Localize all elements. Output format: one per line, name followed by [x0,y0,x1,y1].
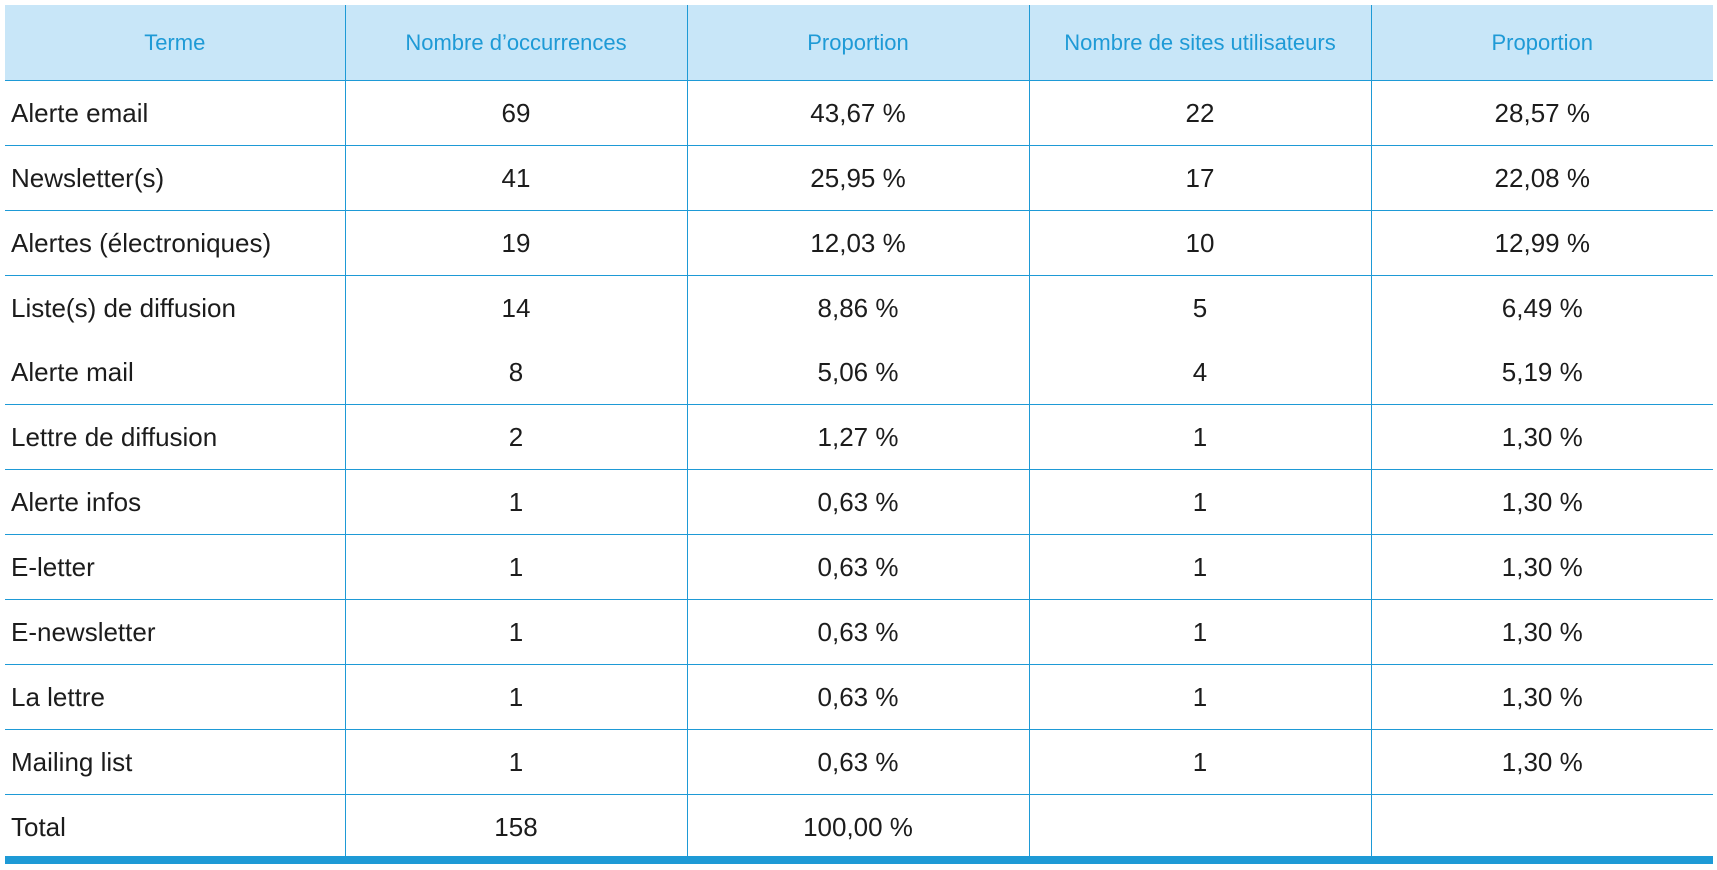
cell-term: Alerte infos [5,469,345,535]
cell-proportion-sites: 6,49 % [1370,275,1713,340]
cell-term: Newsletter(s) [5,145,345,211]
table-row: Liste(s) de diffusion 14 8,86 % 5 6,49 % [5,275,1713,340]
cell-term: Alerte email [11,97,149,128]
cell-proportion-sites: 5,19 % [1370,340,1713,405]
cell-sites-count: 1 [1028,729,1371,795]
cell-sites-count: 22 [1028,80,1371,146]
cell-term: La lettre [5,664,345,730]
table-bottom-rule [5,856,1713,864]
cell-proportion-sites: 1,30 % [1370,404,1713,470]
cell-proportion-occurrences: 0,63 % [686,469,1029,535]
cell-proportion-sites: 1,30 % [1370,664,1713,730]
cell-proportion-sites: 1,30 % [1370,534,1713,600]
cell-sites-count: 17 [1028,145,1371,211]
terms-table: Terme Nombre d’occurrences Proportion No… [5,5,1713,859]
header-occurrences: Nombre d’occurrences [344,5,687,81]
cell-proportion-sites: 1,30 % [1370,729,1713,795]
cell-occurrences: 1 [344,664,687,730]
cell-term: Lettre de diffusion [5,404,345,470]
cell-proportion-occurrences: 25,95 % [686,145,1029,211]
cell-occurrences: 1 [344,599,687,665]
cell-proportion-sites: 22,08 % [1370,145,1713,211]
table-header: Terme Nombre d’occurrences Proportion No… [5,5,1713,81]
header-row: Terme Nombre d’occurrences Proportion No… [5,5,1713,81]
table-row: E-letter 1 0,63 % 1 1,30 % [5,534,1713,600]
cell-total-sites-empty [1028,794,1371,859]
table-row: La lettre 1 0,63 % 1 1,30 % [5,664,1713,730]
cell-total-proportion-sites-empty [1370,794,1713,859]
table-row: Alerte mail 8 5,06 % 4 5,19 % [5,340,1713,405]
cell-sites-count: 4 [1028,340,1371,405]
cell-proportion-occurrences: 5,06 % [686,340,1029,405]
cell-occurrences: 14 [344,275,687,340]
cell-proportion-sites: 12,99 % [1370,210,1713,276]
table-row: Lettre de diffusion 2 1,27 % 1 1,30 % [5,404,1713,470]
header-proportion-sites: Proportion [1370,5,1713,81]
cell-occurrences: 69 [344,80,687,146]
header-sites-count: Nombre de sites utilisateurs [1028,5,1371,81]
header-proportion-occurrences: Proportion [686,5,1029,81]
cell-sites-count: 1 [1028,469,1371,535]
table-body: Alerte email 69 43,67 % 22 28,57 % Newsl… [5,80,1713,859]
table-row: E-newsletter 1 0,63 % 1 1,30 % [5,599,1713,665]
table-row: Mailing list 1 0,63 % 1 1,30 % [5,729,1713,795]
cell-proportion-sites: 1,30 % [1370,469,1713,535]
cell-term: E-newsletter [5,599,345,665]
cell-proportion-occurrences: 0,63 % [686,664,1029,730]
cell-total-label: Total [5,794,345,859]
cell-proportion-sites: 1,30 % [1370,599,1713,665]
table-row: Alerte email 69 43,67 % 22 28,57 % [5,80,1713,146]
cell-proportion-occurrences: 0,63 % [686,599,1029,665]
cell-term: Alertes (électroniques) [5,210,345,276]
cell-term: Liste(s) de diffusion [5,275,345,340]
cell-term: Mailing list [5,729,345,795]
cell-occurrences: 41 [344,145,687,211]
cell-occurrences: 1 [344,729,687,795]
data-table-container: Terme Nombre d’occurrences Proportion No… [5,5,1713,859]
cell-occurrences: 1 [344,469,687,535]
header-term: Terme [5,5,345,81]
cell-proportion-occurrences: 0,63 % [686,729,1029,795]
cell-proportion-occurrences: 12,03 % [686,210,1029,276]
cell-term: E-letter [5,534,345,600]
total-row: Total 158 100,00 % [5,794,1713,859]
cell-sites-count: 5 [1028,275,1371,340]
cell-proportion-occurrences: 8,86 % [686,275,1029,340]
cell-proportion-occurrences: 0,63 % [686,534,1029,600]
table-row: Newsletter(s) 41 25,95 % 17 22,08 % [5,145,1713,211]
cell-total-proportion: 100,00 % [686,794,1029,859]
cell-occurrences: 19 [344,210,687,276]
cell-sites-count: 1 [1028,404,1371,470]
cell-proportion-sites: 28,57 % [1370,80,1713,146]
cell-sites-count: 1 [1028,599,1371,665]
cell-proportion-occurrences: 43,67 % [686,80,1029,146]
table-row: Alertes (électroniques) 19 12,03 % 10 12… [5,210,1713,276]
table-row: Alerte infos 1 0,63 % 1 1,30 % [5,469,1713,535]
cell-sites-count: 10 [1028,210,1371,276]
cell-term: Alerte mail [11,356,134,387]
cell-total-occurrences: 158 [344,794,687,859]
cell-occurrences: 1 [344,534,687,600]
cell-occurrences: 8 [344,340,687,405]
cell-proportion-occurrences: 1,27 % [686,404,1029,470]
cell-sites-count: 1 [1028,664,1371,730]
cell-occurrences: 2 [344,404,687,470]
cell-sites-count: 1 [1028,534,1371,600]
